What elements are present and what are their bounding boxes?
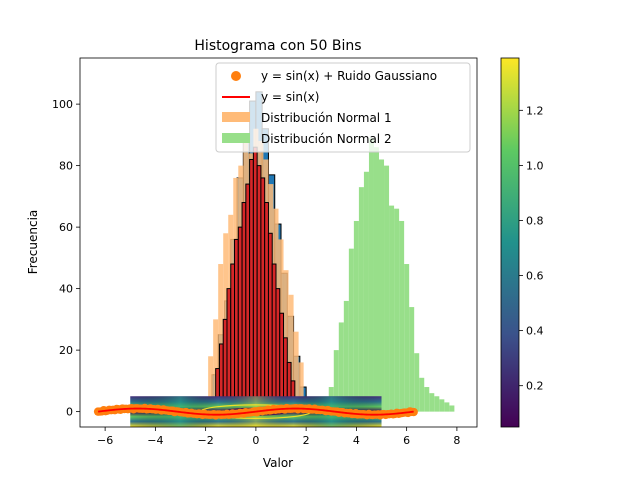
y-tick-label: 80: [59, 160, 73, 173]
legend-marker-normal2: [222, 133, 250, 143]
histogram-bar: [409, 307, 415, 412]
histogram-bar: [264, 202, 269, 413]
colorbar-gradient: [500, 57, 520, 428]
histogram-bar: [404, 264, 410, 412]
colorbar-ticks: 0.2 0.4 0.6 0.8 1.0 1.2: [519, 104, 544, 393]
legend-marker-scatter: [231, 71, 241, 81]
histogram-bar: [298, 362, 304, 412]
histogram-bar: [343, 300, 349, 412]
histogram-bar: [373, 147, 380, 412]
axes-frame: [79, 57, 478, 428]
x-axis-label: Valor: [263, 456, 293, 470]
colorbar: 0.2 0.4 0.6 0.8 1.0 1.2: [500, 57, 544, 428]
y-tick-label: 40: [59, 283, 73, 296]
histogram-bar: [252, 146, 258, 413]
y-axis-label: Frecuencia: [26, 210, 40, 275]
colorbar-tick-label: 0.4: [526, 325, 544, 338]
x-tick-label: 0: [252, 434, 259, 447]
histogram-bar: [338, 322, 344, 412]
x-tick-label: 8: [453, 434, 460, 447]
colorbar-tick-label: 0.2: [526, 380, 544, 393]
x-tick-label: −2: [198, 434, 214, 447]
x-tick-label: 2: [303, 434, 310, 447]
histogram-bar: [429, 393, 435, 412]
colorbar-tick-label: 1.2: [526, 104, 544, 117]
colorbar-tick-label: 0.6: [526, 270, 544, 283]
histogram-bar: [213, 319, 219, 412]
legend-label-normal2: Distribución Normal 2: [261, 132, 392, 146]
histogram-bar: [271, 263, 277, 413]
histogram-bar: [358, 187, 364, 412]
histogram-bar: [368, 137, 374, 412]
histogram-bar: [394, 208, 400, 412]
histogram-bar: [399, 220, 405, 412]
y-tick-label: 100: [52, 98, 73, 111]
y-tick-label: 20: [59, 344, 73, 357]
histogram-bar: [419, 377, 425, 412]
histogram-bar: [245, 183, 251, 413]
chart-title: Histograma con 50 Bins: [194, 38, 361, 54]
histogram-bar: [353, 220, 359, 412]
legend: y = sin(x) + Ruido Gaussiano y = sin(x) …: [215, 62, 471, 153]
histogram-bar: [226, 288, 232, 413]
y-axis-ticks: 0 20 40 60 80 100: [52, 98, 80, 419]
sine-line: [97, 407, 414, 416]
x-tick-label: −6: [97, 434, 113, 447]
histogram-bar: [234, 238, 239, 413]
legend-label-scatter: y = sin(x) + Ruido Gaussiano: [261, 69, 437, 83]
x-axis-ticks: −6 −4 −2 0 2 4 6 8: [97, 427, 460, 447]
histogram-bar: [449, 405, 455, 412]
legend-label-line: y = sin(x): [261, 90, 319, 104]
y-tick-label: 60: [59, 221, 73, 234]
colorbar-tick-label: 1.0: [526, 159, 544, 172]
histogram-bar: [208, 356, 214, 412]
plot-area: [93, 91, 455, 427]
legend-box: [215, 62, 471, 153]
legend-label-normal1: Distribución Normal 1: [261, 111, 392, 125]
histogram-bar: [348, 248, 354, 412]
histogram-bar: [256, 165, 262, 413]
histogram-bar: [288, 294, 294, 412]
histogram-bar: [384, 165, 390, 412]
histogram-bar: [389, 205, 395, 412]
x-tick-label: 4: [353, 434, 360, 447]
sine-line-path: [97, 407, 414, 416]
histogram-bar: [241, 202, 247, 413]
colorbar-tick-label: 0.8: [526, 214, 544, 227]
histogram-bar: [379, 159, 385, 412]
histogram-bar: [293, 331, 299, 412]
histogram-bar: [275, 288, 281, 413]
histogram-bar: [260, 177, 266, 413]
histogram-bar: [230, 263, 236, 413]
histogram-bars: [205, 91, 455, 413]
histogram-bar: [439, 399, 445, 412]
histogram-bar: [363, 171, 369, 412]
histogram-bar: [333, 350, 339, 412]
x-tick-label: 6: [403, 434, 410, 447]
histogram-bar: [237, 226, 243, 413]
histogram-bar: [414, 353, 420, 412]
histogram-bar: [267, 232, 273, 413]
histogram-bar: [434, 396, 440, 412]
legend-marker-normal1: [222, 112, 250, 122]
y-tick-label: 0: [66, 406, 73, 419]
histogram-bar: [249, 158, 254, 413]
histogram-bar: [444, 402, 450, 412]
histogram-bar: [218, 264, 224, 412]
histogram-bar: [424, 387, 430, 412]
x-tick-label: −4: [147, 434, 163, 447]
